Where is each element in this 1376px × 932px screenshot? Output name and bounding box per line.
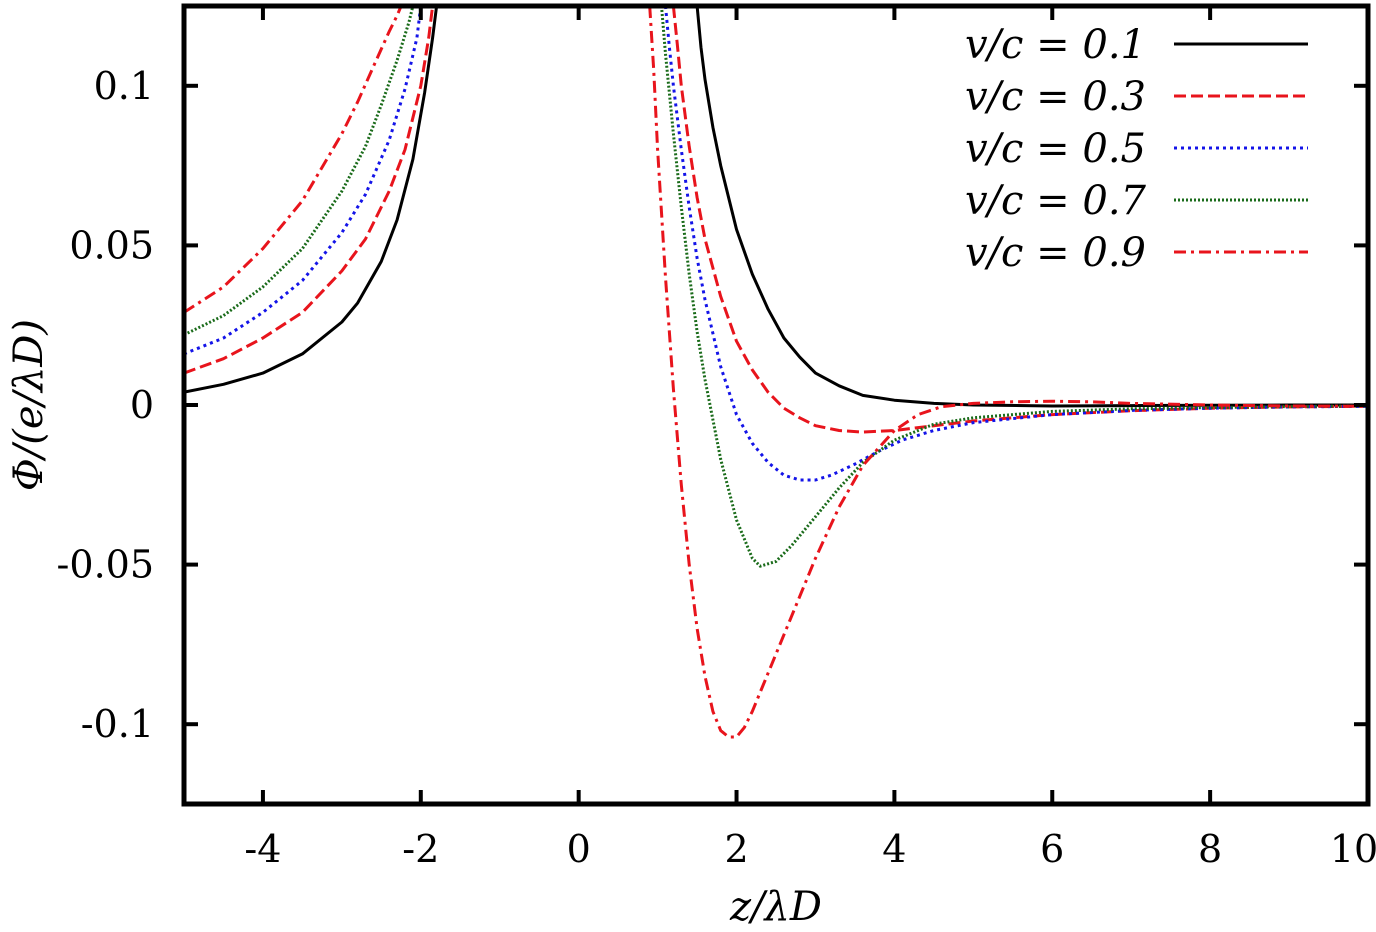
- series-line-5-left: [184, 6, 403, 314]
- x-tick-label: 2: [724, 827, 748, 871]
- series-layer: [184, 6, 1368, 739]
- series-line-5-right: [648, 6, 1368, 739]
- x-tick-label: -2: [402, 827, 439, 871]
- y-tick-label: 0.05: [69, 223, 154, 267]
- legend-label: v/c = 0.7: [965, 178, 1147, 224]
- series-line-3-left: [184, 6, 423, 356]
- x-axis-label: z/λD: [729, 884, 822, 930]
- x-tick-label: 6: [1040, 827, 1064, 871]
- x-tick-label: 4: [882, 827, 906, 871]
- legend-label: v/c = 0.1: [965, 22, 1146, 68]
- y-tick-labels: 0.1 0.05 0 -0.05 -0.1: [57, 64, 154, 746]
- y-tick-label: -0.05: [57, 543, 154, 587]
- x-tick-labels: -4 -2 0 2 4 6 8 10: [244, 827, 1376, 871]
- x-tick-label: 0: [567, 827, 591, 871]
- series-line-4-right: [660, 6, 1368, 568]
- series-line-1-left: [184, 6, 439, 394]
- x-tick-label: -4: [244, 827, 281, 871]
- y-tick-label: -0.1: [81, 702, 154, 746]
- x-tick-label: 8: [1198, 827, 1222, 871]
- legend-label: v/c = 0.3: [965, 74, 1146, 120]
- plot-frame: [181, 3, 1371, 807]
- series-line-2-left: [184, 6, 435, 375]
- legend-label: v/c = 0.9: [965, 230, 1146, 276]
- legend: v/c = 0.1 v/c = 0.3 v/c = 0.5 v/c = 0.7 v/c …: [965, 22, 1308, 276]
- x-tick-label: 10: [1330, 827, 1376, 871]
- y-tick-label: 0: [130, 383, 154, 427]
- y-tick-label: 0.1: [94, 64, 154, 108]
- series-line-1-right: [695, 6, 1368, 408]
- legend-label: v/c = 0.5: [965, 126, 1146, 172]
- series-line-4-left: [184, 6, 415, 337]
- y-axis-label: Φ/(e/λD): [6, 319, 52, 491]
